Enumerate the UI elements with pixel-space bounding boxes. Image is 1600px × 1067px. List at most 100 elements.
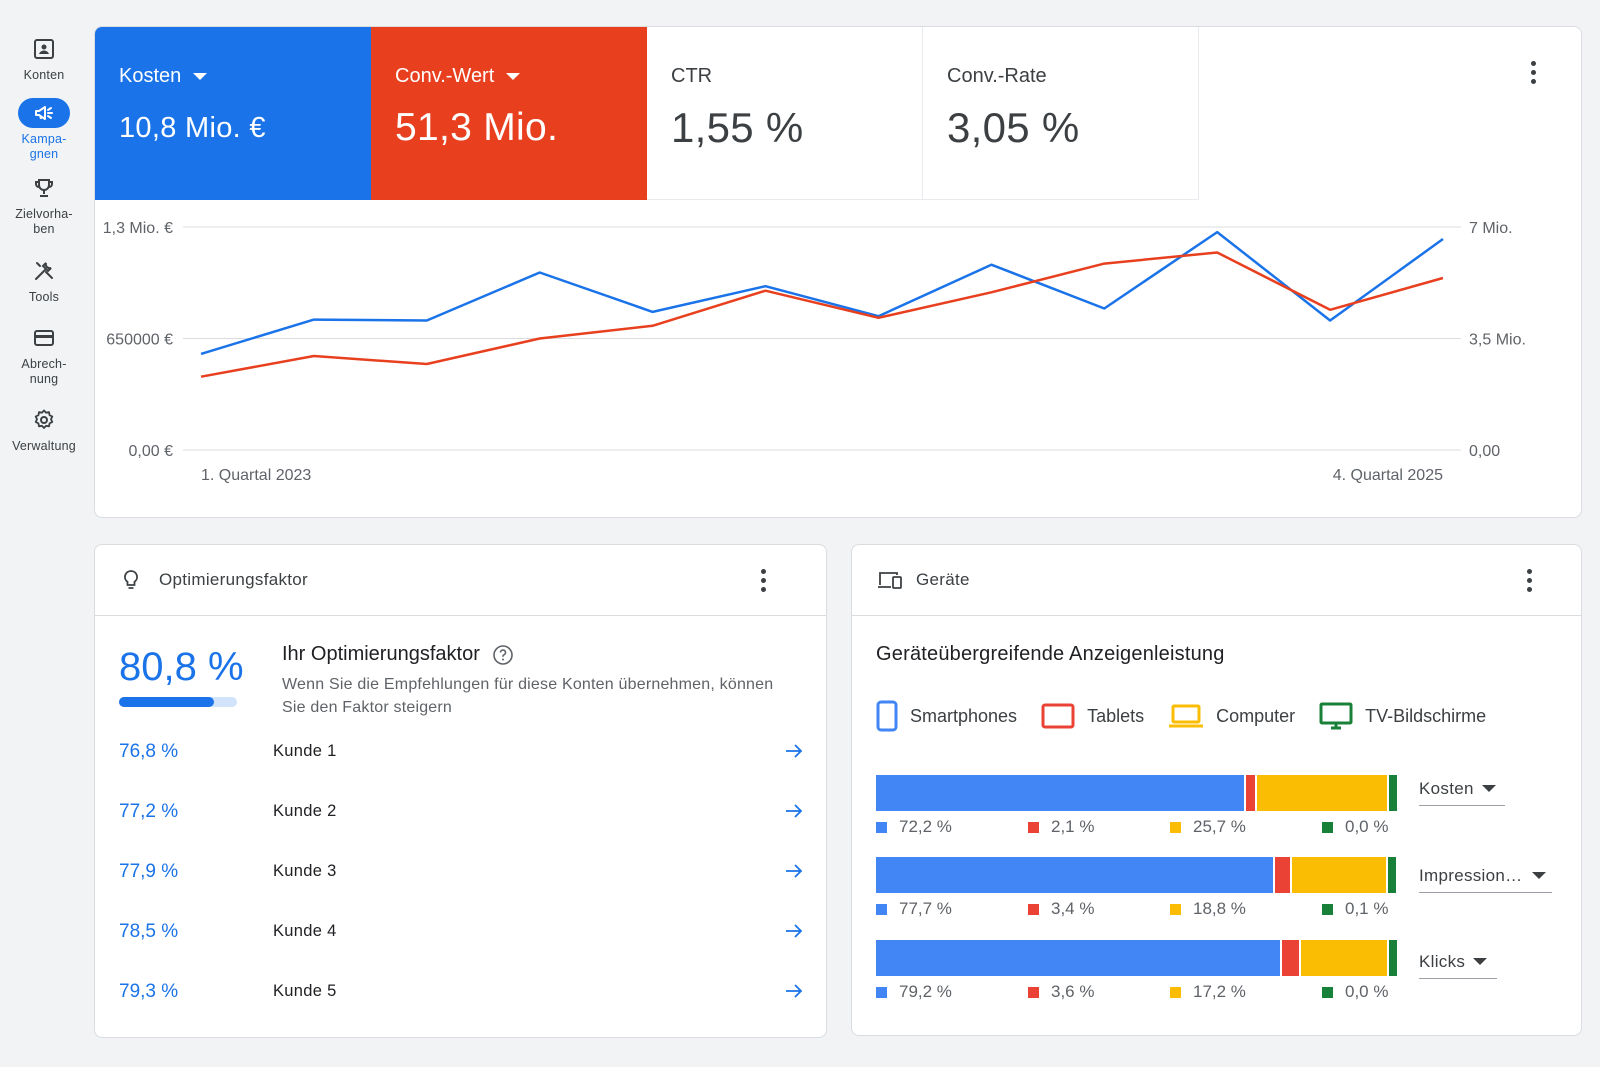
arrow-right-icon[interactable] — [784, 861, 804, 881]
bar-segment-tablets — [1274, 857, 1293, 893]
help-icon[interactable] — [492, 644, 514, 666]
arrow-right-icon[interactable] — [784, 741, 804, 761]
panel-title: Optimierungsfaktor — [159, 570, 309, 589]
legend-swatch — [876, 821, 887, 833]
metric-value: 10,8 Mio. € — [119, 112, 266, 144]
legend-swatch — [1322, 903, 1333, 915]
bar-segment-tablets — [1282, 940, 1301, 976]
bar-segment-computer — [1257, 775, 1389, 811]
arrow-right-icon[interactable] — [784, 921, 804, 941]
more-options-icon[interactable] — [751, 565, 775, 595]
device-percent-row: 77,7 % 3,4 % 18,8 % 0,1 % — [876, 899, 1389, 921]
more-options-icon[interactable] — [1517, 565, 1541, 595]
metric-dropdown[interactable]: Klicks — [1419, 945, 1497, 979]
x-tick-label: 1. Quartal 2023 — [201, 467, 311, 484]
bar-segment-smartphones — [876, 940, 1283, 976]
lightbulb-icon — [124, 570, 138, 589]
metric-label: Conv.-Rate — [947, 65, 1047, 87]
device-percent-smartphones: 79,2 % — [876, 982, 952, 1002]
device-percent-tv: 0,1 % — [1322, 899, 1388, 919]
tools-icon — [18, 256, 70, 286]
client-row[interactable]: 77,9 % Kunde 3 — [95, 853, 826, 893]
metric-label: CTR — [671, 65, 713, 87]
y-right-tick-label: 7 Mio. — [1469, 220, 1513, 237]
series-line-1 — [200, 230, 1444, 356]
device-percent-label: 3,4 % — [1051, 899, 1095, 918]
device-stacked-bar — [876, 775, 1397, 811]
client-score: 77,9 % — [119, 861, 179, 882]
nav-label: Kampa- gnen — [21, 132, 67, 161]
nav-item-billing[interactable]: Abrech- nung — [0, 323, 88, 387]
device-percent-label: 25,7 % — [1193, 817, 1246, 836]
metric-dropdown-label: Impression… — [1419, 865, 1523, 885]
dropdown-caret-icon[interactable] — [506, 73, 521, 80]
dropdown-caret-icon — [1532, 872, 1547, 879]
device-percent-label: 79,2 % — [899, 982, 952, 1001]
arrow-right-icon[interactable] — [784, 801, 804, 821]
device-percent-tv: 0,0 % — [1322, 817, 1388, 837]
devices-card: Geräte Geräteübergreifende Anzeigenleist… — [851, 544, 1582, 1036]
nav-item-goals[interactable]: Zielvorha- ben — [0, 173, 88, 237]
client-row[interactable]: 78,5 % Kunde 4 — [95, 913, 826, 953]
more-options-icon[interactable] — [1521, 57, 1545, 87]
nav-item-accounts[interactable]: Konten — [0, 34, 88, 83]
legend-swatch — [1322, 986, 1333, 998]
campaigns-icon — [18, 98, 70, 128]
nav-label: Zielvorha- ben — [15, 207, 73, 236]
device-percent-tablets: 3,4 % — [1028, 899, 1094, 919]
metric-label: Conv.-Wert — [395, 65, 495, 87]
metric-label: Kosten — [119, 65, 182, 87]
client-name: Kunde 4 — [273, 922, 337, 940]
y-left-tick-label: 1,3 Mio. € — [103, 220, 173, 237]
client-row[interactable]: 77,2 % Kunde 2 — [95, 793, 826, 833]
legend-swatch — [1170, 986, 1181, 998]
client-row[interactable]: 76,8 % Kunde 1 — [95, 733, 826, 773]
legend-swatch — [1322, 821, 1333, 833]
device-percent-label: 18,8 % — [1193, 899, 1246, 918]
device-percent-label: 77,7 % — [899, 899, 952, 918]
legend-swatch — [1028, 903, 1039, 915]
client-score: 79,3 % — [119, 981, 179, 1002]
bar-segment-smartphones — [876, 775, 1247, 811]
dropdown-caret-icon — [1473, 958, 1488, 965]
bar-segment-tv — [1388, 857, 1397, 893]
metric-dropdown[interactable]: Impression… — [1419, 859, 1552, 893]
metric-value: 3,05 % — [947, 104, 1080, 151]
optimization-heading: Ihr Optimierungsfaktor — [282, 643, 514, 666]
devices-heading: Geräteübergreifende Anzeigenleistung — [876, 643, 1225, 665]
client-name: Kunde 3 — [273, 862, 337, 880]
metric-value: 51,3 Mio. — [395, 106, 559, 149]
performance-card: Kosten 10,8 Mio. € Conv.-Wert 51,3 Mio. … — [94, 26, 1582, 518]
metric-tab-conv-value[interactable]: Conv.-Wert 51,3 Mio. — [371, 27, 647, 200]
gear-icon — [18, 405, 70, 435]
panel-title: Geräte — [916, 570, 970, 589]
optimization-card: Optimierungsfaktor 80,8 % Ihr Optimierun… — [94, 544, 827, 1038]
arrow-right-icon[interactable] — [784, 981, 804, 1001]
optimization-description: Wenn Sie die Empfehlungen für diese Kont… — [282, 676, 774, 716]
legend-label: Smartphones — [910, 705, 1018, 726]
dropdown-caret-icon[interactable] — [193, 73, 208, 80]
client-row[interactable]: 79,3 % Kunde 5 — [95, 973, 826, 1013]
y-right-tick-label: 0,00 — [1469, 443, 1500, 460]
device-percent-smartphones: 77,7 % — [876, 899, 952, 919]
device-percent-smartphones: 72,2 % — [876, 817, 952, 837]
legend-swatch — [1028, 821, 1039, 833]
device-percent-row: 72,2 % 2,1 % 25,7 % 0,0 % — [876, 817, 1389, 839]
device-percent-tv: 0,0 % — [1322, 982, 1388, 1002]
metric-dropdown-label: Klicks — [1419, 951, 1466, 971]
client-score: 77,2 % — [119, 801, 179, 822]
nav-item-campaigns[interactable]: Kampa- gnen — [0, 98, 88, 162]
device-percent-computer: 25,7 % — [1170, 817, 1246, 837]
nav-item-admin[interactable]: Verwaltung — [0, 405, 88, 454]
y-right-tick-label: 3,5 Mio. — [1469, 332, 1526, 349]
nav-item-tools[interactable]: Tools — [0, 256, 88, 305]
metric-tab-conv-rate[interactable]: Conv.-Rate 3,05 % — [923, 27, 1199, 200]
legend-item-tv: TV-Bildschirme — [1319, 702, 1486, 730]
performance-line-chart: 0,00 € 0,00 650000 € 3,5 Mio. 1,3 Mio. € 7 Mi… — [103, 220, 1526, 484]
client-score: 76,8 % — [119, 741, 179, 762]
bar-segment-tv — [1388, 775, 1397, 811]
device-stacked-bar — [876, 857, 1397, 893]
metric-dropdown[interactable]: Kosten — [1419, 772, 1505, 806]
metric-tab-cost[interactable]: Kosten 10,8 Mio. € — [95, 27, 371, 200]
metric-tab-ctr[interactable]: CTR 1,55 % — [647, 27, 923, 200]
